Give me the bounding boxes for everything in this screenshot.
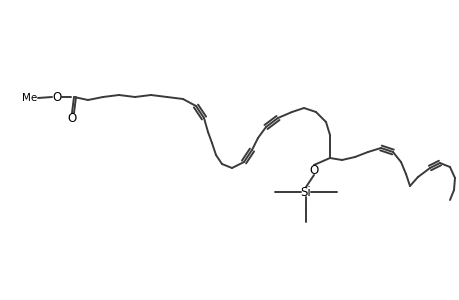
Text: O: O — [52, 91, 62, 103]
Text: Me: Me — [22, 93, 38, 103]
Text: Si: Si — [300, 185, 311, 199]
Text: O: O — [309, 164, 318, 176]
Text: O: O — [67, 112, 77, 124]
